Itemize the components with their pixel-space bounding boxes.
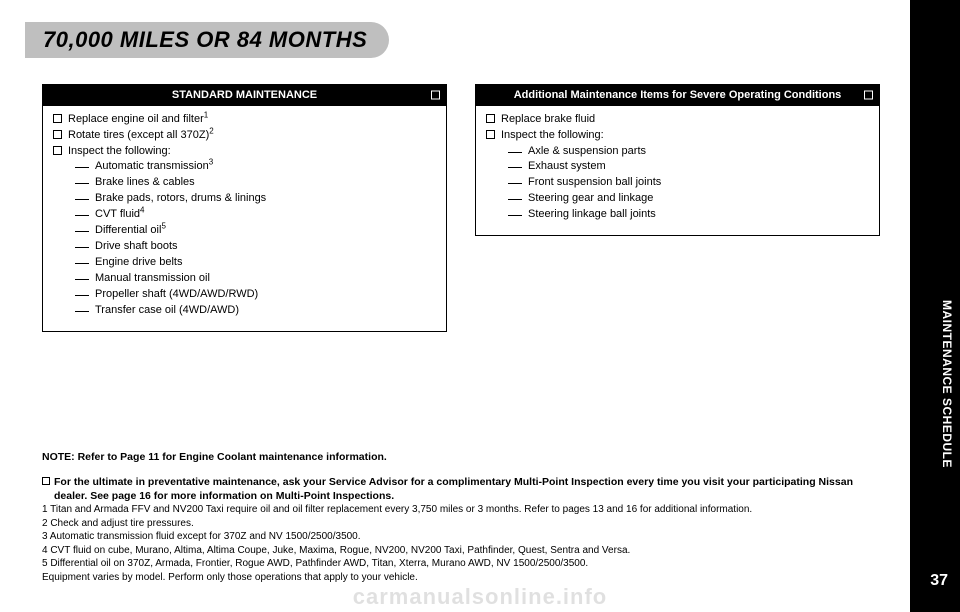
list-subitem: Differential oil5 bbox=[53, 223, 436, 239]
dash-icon bbox=[508, 208, 522, 216]
note-text: Refer to Page 11 for Engine Coolant main… bbox=[78, 451, 387, 463]
dash-icon bbox=[75, 240, 89, 248]
subitem-text: Brake pads, rotors, drums & linings bbox=[95, 191, 266, 207]
subitem-text: Steering gear and linkage bbox=[528, 191, 653, 207]
interval-header: 70,000 MILES OR 84 MONTHS bbox=[25, 22, 389, 58]
checkbox-icon bbox=[486, 114, 495, 123]
panels-row: STANDARD MAINTENANCE Replace engine oil … bbox=[42, 84, 880, 332]
page-number: 37 bbox=[930, 572, 948, 590]
footer-note: NOTE: Refer to Page 11 for Engine Coolan… bbox=[42, 450, 880, 464]
list-item: Replace engine oil and filter1 bbox=[53, 112, 436, 128]
list-subitem: Axle & suspension parts bbox=[486, 144, 869, 160]
item-text: Rotate tires (except all 370Z)2 bbox=[68, 128, 214, 144]
footnote: 2 Check and adjust tire pressures. bbox=[42, 517, 880, 531]
footer-lead: For the ultimate in preventative mainten… bbox=[42, 475, 880, 503]
subitem-text: Automatic transmission3 bbox=[95, 159, 213, 175]
page: 70,000 MILES OR 84 MONTHS STANDARD MAINT… bbox=[0, 0, 910, 612]
subitem-text: Axle & suspension parts bbox=[528, 144, 646, 160]
list-subitem: Propeller shaft (4WD/AWD/RWD) bbox=[53, 287, 436, 303]
list-subitem: Transfer case oil (4WD/AWD) bbox=[53, 303, 436, 319]
note-label: NOTE: bbox=[42, 451, 75, 463]
panel-standard-body: Replace engine oil and filter1 Rotate ti… bbox=[43, 106, 446, 331]
list-item: Inspect the following: bbox=[53, 144, 436, 160]
list-subitem: Brake lines & cables bbox=[53, 175, 436, 191]
dash-icon bbox=[75, 160, 89, 168]
checkbox-icon bbox=[864, 91, 873, 100]
interval-title: 70,000 MILES OR 84 MONTHS bbox=[43, 27, 367, 53]
dash-icon bbox=[75, 224, 89, 232]
list-subitem: Manual transmission oil bbox=[53, 271, 436, 287]
item-text: Inspect the following: bbox=[501, 128, 604, 144]
dash-icon bbox=[508, 145, 522, 153]
panel-standard-title: STANDARD MAINTENANCE bbox=[172, 89, 317, 101]
subitem-text: Exhaust system bbox=[528, 159, 606, 175]
panel-standard-header: STANDARD MAINTENANCE bbox=[43, 85, 446, 106]
checkbox-icon bbox=[486, 130, 495, 139]
subitem-text: Differential oil5 bbox=[95, 223, 166, 239]
lead-text: For the ultimate in preventative mainten… bbox=[54, 475, 880, 503]
list-subitem: Drive shaft boots bbox=[53, 239, 436, 255]
list-subitem: Steering gear and linkage bbox=[486, 191, 869, 207]
panel-severe-body: Replace brake fluid Inspect the followin… bbox=[476, 106, 879, 236]
dash-icon bbox=[75, 304, 89, 312]
dash-icon bbox=[75, 272, 89, 280]
subitem-text: Front suspension ball joints bbox=[528, 175, 661, 191]
list-subitem: Steering linkage ball joints bbox=[486, 207, 869, 223]
list-item: Rotate tires (except all 370Z)2 bbox=[53, 128, 436, 144]
dash-icon bbox=[508, 176, 522, 184]
panel-severe-header: Additional Maintenance Items for Severe … bbox=[476, 85, 879, 106]
subitem-text: Drive shaft boots bbox=[95, 239, 178, 255]
checkbox-icon bbox=[431, 91, 440, 100]
list-item: Replace brake fluid bbox=[486, 112, 869, 128]
footnote: Equipment varies by model. Perform only … bbox=[42, 571, 880, 585]
side-tab-label: MAINTENANCE SCHEDULE bbox=[940, 300, 954, 468]
list-subitem: Brake pads, rotors, drums & linings bbox=[53, 191, 436, 207]
list-item: Inspect the following: bbox=[486, 128, 869, 144]
list-subitem: Exhaust system bbox=[486, 159, 869, 175]
dash-icon bbox=[75, 256, 89, 264]
item-text: Inspect the following: bbox=[68, 144, 171, 160]
checkbox-icon bbox=[42, 477, 50, 485]
footnote: 5 Differential oil on 370Z, Armada, Fron… bbox=[42, 557, 880, 571]
panel-severe-title: Additional Maintenance Items for Severe … bbox=[514, 89, 842, 101]
item-text: Replace engine oil and filter1 bbox=[68, 112, 208, 128]
panel-standard: STANDARD MAINTENANCE Replace engine oil … bbox=[42, 84, 447, 332]
dash-icon bbox=[75, 176, 89, 184]
subitem-text: Brake lines & cables bbox=[95, 175, 195, 191]
footnote: 4 CVT fluid on cube, Murano, Altima, Alt… bbox=[42, 544, 880, 558]
footnote: 3 Automatic transmission fluid except fo… bbox=[42, 530, 880, 544]
checkbox-icon bbox=[53, 130, 62, 139]
subitem-text: Propeller shaft (4WD/AWD/RWD) bbox=[95, 287, 258, 303]
footnote: 1 Titan and Armada FFV and NV200 Taxi re… bbox=[42, 503, 880, 517]
dash-icon bbox=[75, 288, 89, 296]
subitem-text: Engine drive belts bbox=[95, 255, 182, 271]
subitem-text: CVT fluid4 bbox=[95, 207, 145, 223]
subitem-text: Manual transmission oil bbox=[95, 271, 210, 287]
panel-severe: Additional Maintenance Items for Severe … bbox=[475, 84, 880, 236]
subitem-text: Steering linkage ball joints bbox=[528, 207, 656, 223]
dash-icon bbox=[508, 192, 522, 200]
dash-icon bbox=[508, 160, 522, 168]
checkbox-icon bbox=[53, 114, 62, 123]
dash-icon bbox=[75, 192, 89, 200]
checkbox-icon bbox=[53, 146, 62, 155]
list-subitem: Engine drive belts bbox=[53, 255, 436, 271]
subitem-text: Transfer case oil (4WD/AWD) bbox=[95, 303, 239, 319]
list-subitem: CVT fluid4 bbox=[53, 207, 436, 223]
list-subitem: Automatic transmission3 bbox=[53, 159, 436, 175]
list-subitem: Front suspension ball joints bbox=[486, 175, 869, 191]
dash-icon bbox=[75, 208, 89, 216]
footer: NOTE: Refer to Page 11 for Engine Coolan… bbox=[42, 450, 880, 584]
item-text: Replace brake fluid bbox=[501, 112, 595, 128]
